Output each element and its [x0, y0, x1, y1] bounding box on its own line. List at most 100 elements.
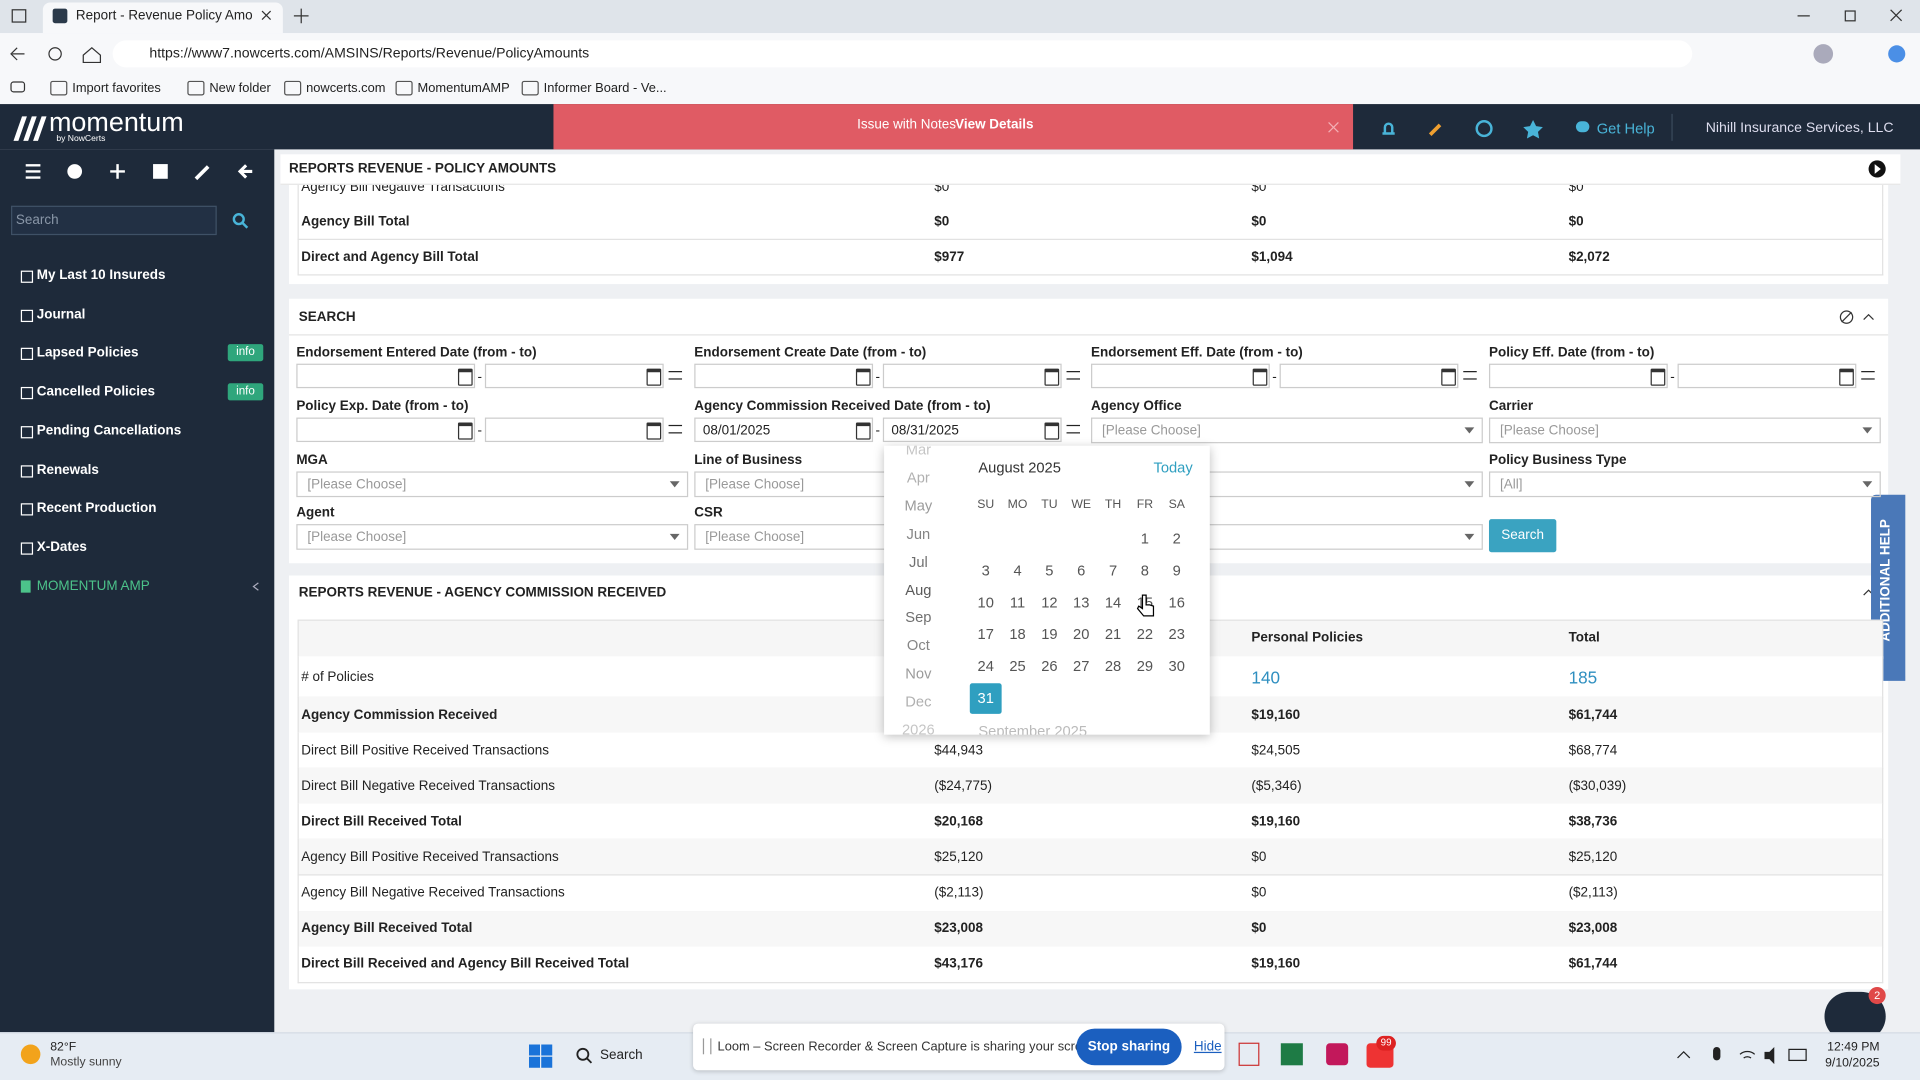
sidebar-section[interactable]: MOMENTUM AMP	[36, 579, 150, 594]
day[interactable]: 16	[1168, 593, 1185, 612]
bookmark[interactable]: nowcerts.com	[306, 80, 386, 96]
start-button[interactable]	[528, 1044, 553, 1068]
calendar-icon[interactable]	[646, 422, 662, 440]
select-caret[interactable]	[1464, 427, 1475, 434]
month-option[interactable]: Jun	[906, 524, 931, 543]
calendar-icon[interactable]	[855, 422, 871, 440]
dashboard[interactable]	[153, 164, 168, 179]
stop-sharing-label[interactable]: Stop sharing	[1087, 1039, 1171, 1055]
temperature[interactable]: 82°F	[50, 1040, 77, 1055]
select-caret[interactable]	[1464, 533, 1475, 541]
month-option[interactable]: 2026	[902, 721, 935, 735]
account[interactable]: Nihill Insurance Services, LLC	[1705, 121, 1894, 136]
day[interactable]: 7	[1108, 562, 1118, 580]
calendar-icon[interactable]	[1650, 368, 1666, 386]
date-input[interactable]	[1091, 363, 1270, 389]
select-caret[interactable]	[669, 481, 680, 488]
date-input[interactable]	[484, 417, 664, 443]
day[interactable]: 21	[1104, 625, 1122, 643]
month-option[interactable]: Aug	[905, 581, 932, 599]
hide-link[interactable]: Hide	[1193, 1039, 1222, 1055]
bookmark[interactable]: Informer Board - Ve...	[543, 80, 667, 96]
select[interactable]	[296, 471, 689, 498]
menu-item[interactable]: Pending Cancellations	[36, 423, 182, 439]
sidebar-search[interactable]	[11, 205, 217, 236]
today-link[interactable]: Today	[1153, 459, 1193, 477]
menu-item[interactable]: Recent Production	[36, 501, 157, 516]
day[interactable]: 14	[1104, 593, 1122, 612]
profile[interactable]	[1813, 44, 1834, 64]
bell[interactable]	[1382, 122, 1395, 135]
add[interactable]	[110, 164, 125, 179]
volume[interactable]	[1764, 1046, 1775, 1065]
date-input[interactable]	[882, 417, 1062, 443]
back[interactable]	[10, 47, 25, 61]
restore[interactable]	[1844, 10, 1856, 22]
bookmark[interactable]: MomentumAMP	[417, 80, 510, 96]
wifi[interactable]	[1739, 1050, 1756, 1059]
date-input[interactable]	[882, 363, 1062, 389]
wand[interactable]	[1428, 123, 1442, 136]
star[interactable]	[1523, 120, 1543, 139]
month-option[interactable]: Nov	[905, 665, 932, 683]
calendar-icon[interactable]	[1044, 368, 1060, 386]
date-input[interactable]	[1488, 363, 1668, 389]
tab-title[interactable]: Report - Revenue Policy Amounts	[75, 8, 254, 24]
day[interactable]: 12	[1041, 593, 1058, 612]
swap-icon[interactable]	[1861, 371, 1875, 380]
month-option[interactable]: Sep	[905, 609, 932, 627]
day[interactable]: 2	[1172, 530, 1181, 548]
day[interactable]: 19	[1041, 625, 1058, 643]
brand[interactable]: momentum	[48, 106, 184, 138]
bookmark[interactable]: Import favorites	[72, 80, 161, 96]
calendar-icon[interactable]	[457, 368, 473, 386]
select[interactable]	[1488, 471, 1881, 498]
tab-actions[interactable]	[11, 9, 27, 23]
month-option[interactable]: Dec	[905, 693, 932, 711]
day[interactable]: 18	[1009, 625, 1026, 643]
loom-grip[interactable]	[702, 1038, 712, 1055]
select[interactable]	[1091, 417, 1483, 444]
select-caret[interactable]	[1862, 427, 1873, 434]
tools[interactable]	[194, 165, 210, 181]
day[interactable]: 5	[1045, 562, 1054, 580]
month-option[interactable]: Jul	[908, 552, 928, 571]
menu-item[interactable]: Journal	[36, 306, 86, 322]
date-input[interactable]	[694, 417, 874, 443]
clock-time[interactable]: 12:49 PM	[1827, 1040, 1880, 1055]
day[interactable]: 11	[1009, 593, 1026, 612]
bookmark[interactable]: New folder	[209, 80, 271, 96]
copilot[interactable]	[1888, 45, 1906, 63]
month-option[interactable]: May	[904, 496, 933, 515]
day[interactable]: 13	[1073, 593, 1090, 612]
month-option[interactable]: Apr	[906, 468, 930, 486]
day[interactable]: 20	[1073, 625, 1090, 643]
close-window[interactable]	[1890, 9, 1903, 22]
sidebar-search-icon[interactable]	[231, 212, 249, 229]
battery[interactable]	[1788, 1048, 1807, 1062]
palette[interactable]	[67, 164, 83, 179]
alert-close[interactable]	[1328, 122, 1339, 133]
select-caret[interactable]	[1464, 481, 1475, 488]
home[interactable]	[82, 46, 102, 64]
date-input[interactable]	[296, 363, 476, 389]
month-option[interactable]: Mar	[905, 445, 932, 458]
day[interactable]: 22	[1136, 625, 1154, 643]
refresh[interactable]	[48, 47, 62, 61]
day[interactable]: 6	[1077, 562, 1086, 580]
select-caret[interactable]	[669, 533, 680, 541]
day[interactable]: 24	[977, 657, 994, 675]
section-caret[interactable]	[250, 580, 262, 592]
app-snip[interactable]	[1238, 1042, 1260, 1066]
day[interactable]: 4	[1013, 562, 1022, 580]
calendar-icon[interactable]	[1839, 368, 1854, 386]
month-option[interactable]: Oct	[906, 637, 930, 655]
select[interactable]	[1488, 417, 1881, 444]
search-button-label[interactable]: Search	[1501, 527, 1544, 543]
menu-item[interactable]: Renewals	[36, 462, 99, 477]
calendar-icon[interactable]	[1441, 368, 1456, 386]
weather[interactable]: Mostly sunny	[50, 1055, 122, 1069]
date-input[interactable]	[694, 363, 874, 389]
day[interactable]: 17	[977, 625, 994, 643]
swap-icon[interactable]	[1463, 371, 1477, 380]
